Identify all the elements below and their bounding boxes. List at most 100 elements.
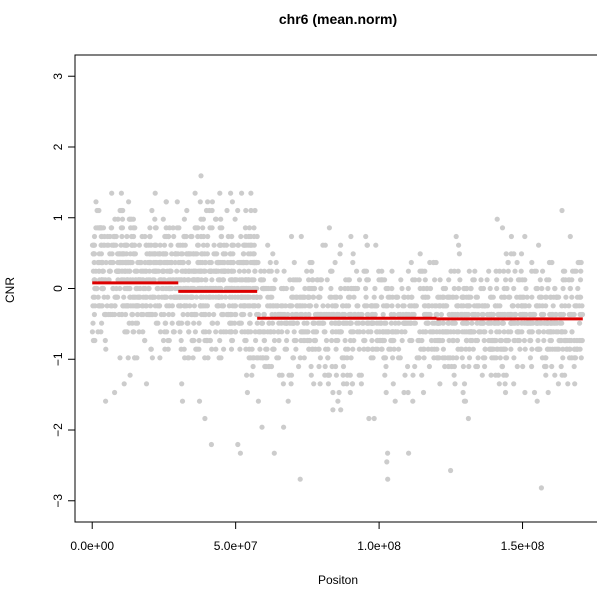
data-point	[449, 294, 455, 300]
data-point	[508, 277, 514, 283]
data-point	[104, 242, 110, 248]
data-point	[219, 311, 225, 318]
data-point	[205, 355, 211, 361]
data-point	[125, 355, 131, 361]
data-point	[163, 320, 169, 326]
data-point	[234, 285, 240, 292]
data-point	[123, 303, 129, 309]
data-point	[499, 294, 505, 300]
data-point	[176, 259, 182, 266]
data-point	[95, 294, 101, 300]
data-point	[434, 311, 440, 318]
data-point	[194, 251, 200, 257]
data-point	[487, 285, 493, 292]
data-point	[537, 277, 543, 283]
data-point	[463, 320, 469, 326]
data-point	[112, 216, 118, 222]
data-point	[482, 363, 488, 370]
data-point	[408, 259, 414, 266]
data-point	[94, 207, 100, 214]
data-point	[454, 355, 460, 361]
data-point	[198, 173, 204, 179]
data-point	[494, 346, 500, 352]
data-point	[454, 329, 460, 335]
data-point	[489, 337, 496, 344]
data-point	[305, 337, 311, 344]
data-point	[541, 329, 547, 335]
data-point	[489, 346, 495, 352]
data-point	[545, 346, 551, 352]
data-point	[556, 294, 562, 300]
data-point	[214, 268, 220, 274]
data-point	[322, 363, 328, 370]
data-point	[522, 389, 528, 396]
data-point	[448, 329, 454, 335]
data-point	[325, 355, 331, 361]
data-point	[406, 450, 412, 456]
data-point	[195, 242, 201, 248]
data-point	[419, 372, 425, 378]
data-point	[494, 277, 500, 283]
data-point	[538, 485, 545, 491]
data-point	[175, 320, 182, 326]
data-point	[119, 207, 125, 214]
data-point	[159, 268, 166, 274]
data-point	[548, 320, 554, 326]
data-point	[108, 225, 114, 231]
data-point	[550, 303, 556, 309]
data-point	[452, 320, 458, 326]
data-point	[241, 251, 247, 257]
plot-frame	[74, 54, 597, 523]
data-point	[569, 277, 575, 283]
data-point	[239, 294, 246, 300]
data-point	[546, 277, 552, 283]
data-point	[311, 381, 317, 387]
data-point	[371, 294, 377, 300]
data-point	[501, 329, 507, 335]
data-point	[348, 329, 354, 335]
data-point	[333, 372, 339, 378]
data-point	[265, 303, 271, 309]
data-point	[129, 311, 135, 318]
data-point	[217, 294, 223, 300]
data-point	[571, 355, 578, 361]
data-point	[169, 320, 175, 326]
data-point	[285, 311, 291, 318]
data-point	[503, 277, 509, 283]
data-point	[143, 381, 150, 387]
data-point	[185, 311, 191, 318]
data-point	[500, 320, 506, 326]
data-point	[468, 329, 474, 335]
data-point	[539, 285, 545, 292]
data-point	[185, 355, 191, 361]
data-point	[244, 277, 250, 283]
data-point	[238, 303, 244, 309]
data-point	[546, 329, 552, 335]
data-point	[243, 207, 249, 214]
data-point	[558, 329, 564, 335]
data-point	[213, 346, 219, 352]
data-point	[379, 268, 385, 274]
data-point	[190, 294, 196, 300]
data-point	[219, 303, 225, 309]
data-point	[463, 329, 470, 335]
data-point	[450, 337, 456, 344]
data-point	[147, 311, 153, 318]
data-point	[369, 303, 376, 309]
data-point	[177, 329, 183, 335]
data-point	[119, 225, 126, 231]
data-point	[273, 259, 279, 266]
data-point	[456, 285, 462, 292]
data-point	[272, 277, 278, 283]
data-point	[109, 242, 115, 248]
data-point	[385, 450, 391, 456]
data-point	[481, 337, 487, 344]
data-point	[228, 329, 234, 335]
data-point	[146, 277, 152, 283]
data-point	[109, 190, 115, 196]
data-point	[567, 346, 573, 352]
data-point	[258, 268, 264, 274]
data-point	[432, 277, 438, 283]
data-point	[525, 320, 531, 326]
data-point	[559, 207, 565, 214]
